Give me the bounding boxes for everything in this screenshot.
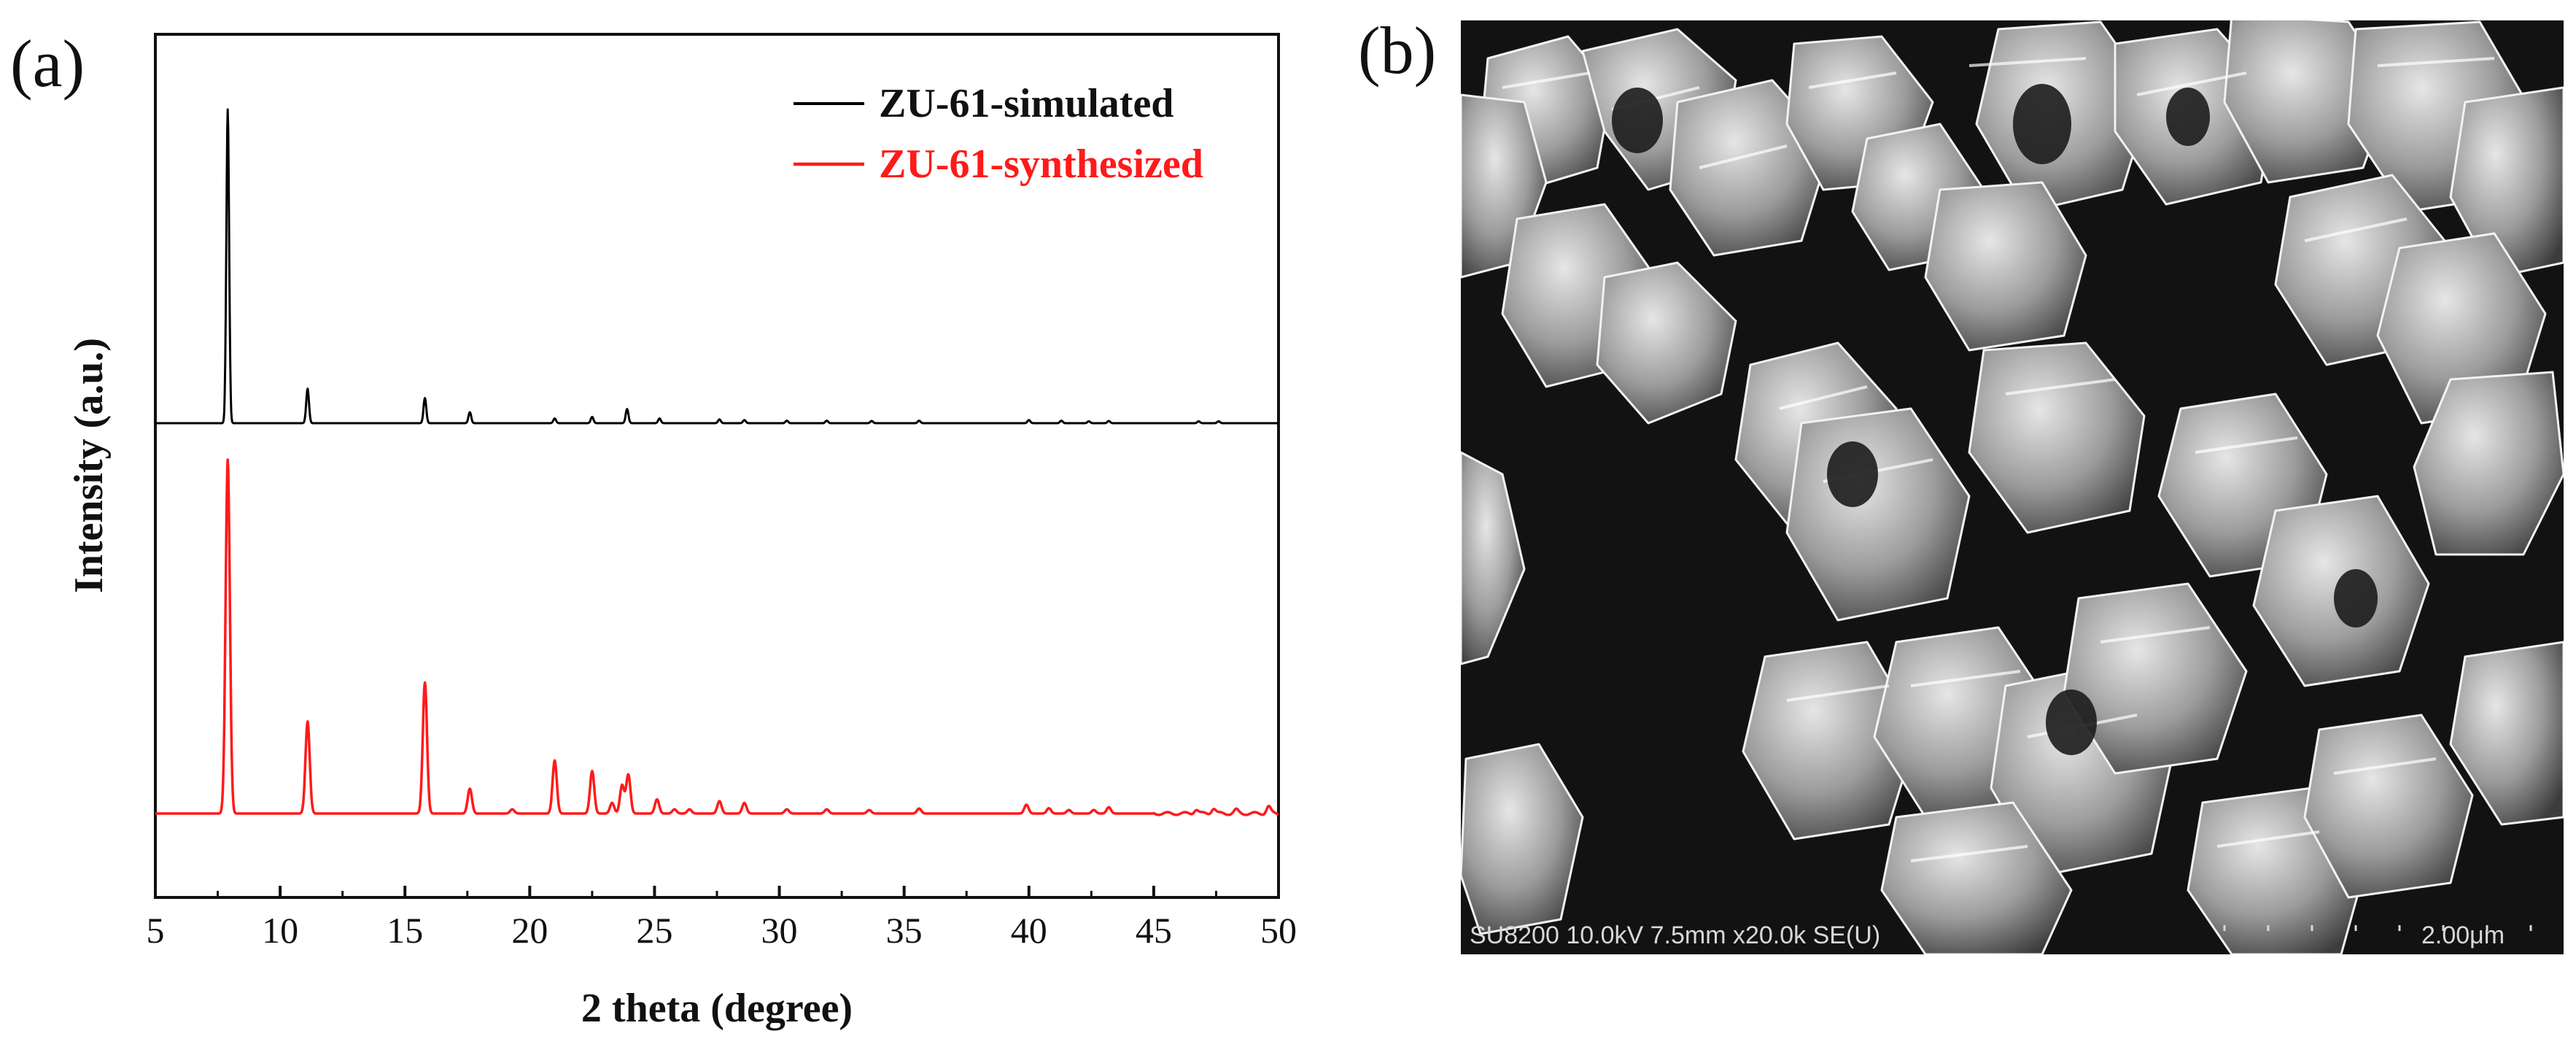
sem-info-bar: SU8200 10.0kV 7.5mm x20.0k SE(U) [1470,922,1880,949]
x-tick-label-15: 15 [387,910,423,951]
x-axis-tick-labels: 5 10 15 20 25 30 35 40 45 50 [147,910,1297,951]
x-tick-label-10: 10 [262,910,298,951]
sem-micrograph: SU8200 10.0kV 7.5mm x20.0k SE(U) 2.00μm [1461,20,2564,954]
x-axis-ticks [154,886,1280,897]
panel-b-label: (b) [1358,13,1436,88]
series-line-simulated [155,108,1279,425]
x-tick-label-50: 50 [1260,910,1297,951]
x-axis-label: 2 theta (degree) [581,986,853,1031]
legend-label-simulated: ZU-61-simulated [879,81,1173,126]
sem-scale-ticks [2223,925,2532,931]
series-line-synthesized [154,458,1280,816]
xrd-chart: 5 10 15 20 25 30 35 40 45 50 2 theta (degree) Int… [66,33,1297,1031]
x-tick-label-45: 45 [1136,910,1172,951]
sem-particles [1461,20,2564,954]
x-tick-label-5: 5 [147,910,165,951]
x-tick-label-20: 20 [511,910,548,951]
y-axis-label: Intensity (a.u.) [66,338,112,593]
legend-label-synthesized: ZU-61-synthesized [879,142,1203,187]
x-tick-label-35: 35 [886,910,923,951]
x-tick-label-40: 40 [1011,910,1047,951]
sem-scale-label: 2.00μm [2421,922,2505,949]
x-tick-label-25: 25 [636,910,672,951]
legend: ZU-61-simulated ZU-61-synthesized [794,81,1203,187]
panel-a-label: (a) [10,26,85,101]
x-tick-label-30: 30 [761,910,798,951]
